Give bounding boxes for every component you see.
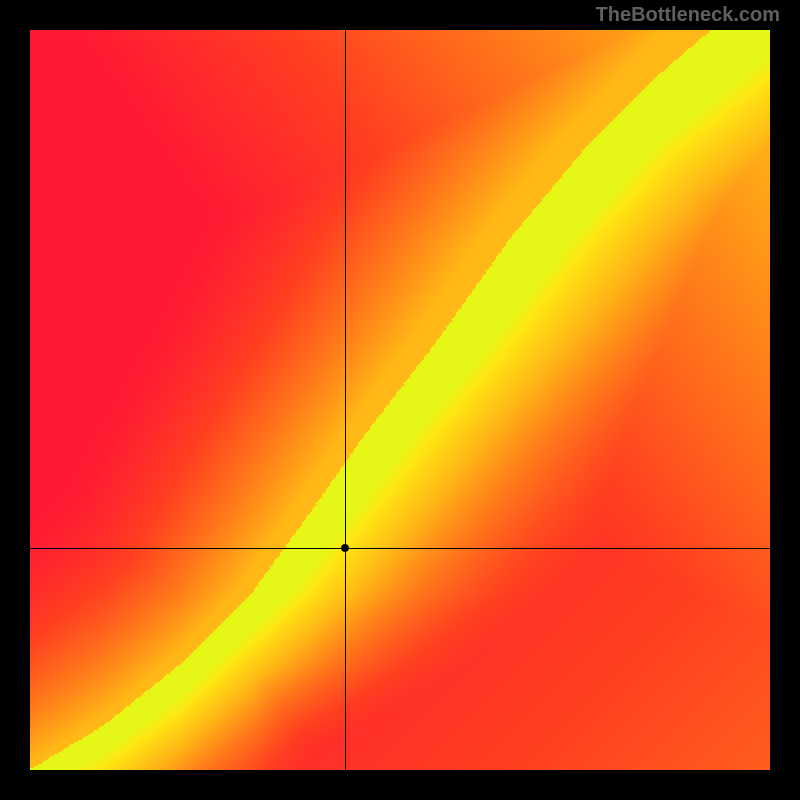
watermark-text: TheBottleneck.com (596, 4, 780, 27)
crosshair-vertical (345, 30, 346, 770)
crosshair-marker (341, 544, 349, 552)
chart-container: TheBottleneck.com (0, 0, 800, 800)
heatmap-plot-area (30, 30, 770, 770)
heatmap-canvas (30, 30, 770, 770)
crosshair-horizontal (30, 548, 770, 549)
